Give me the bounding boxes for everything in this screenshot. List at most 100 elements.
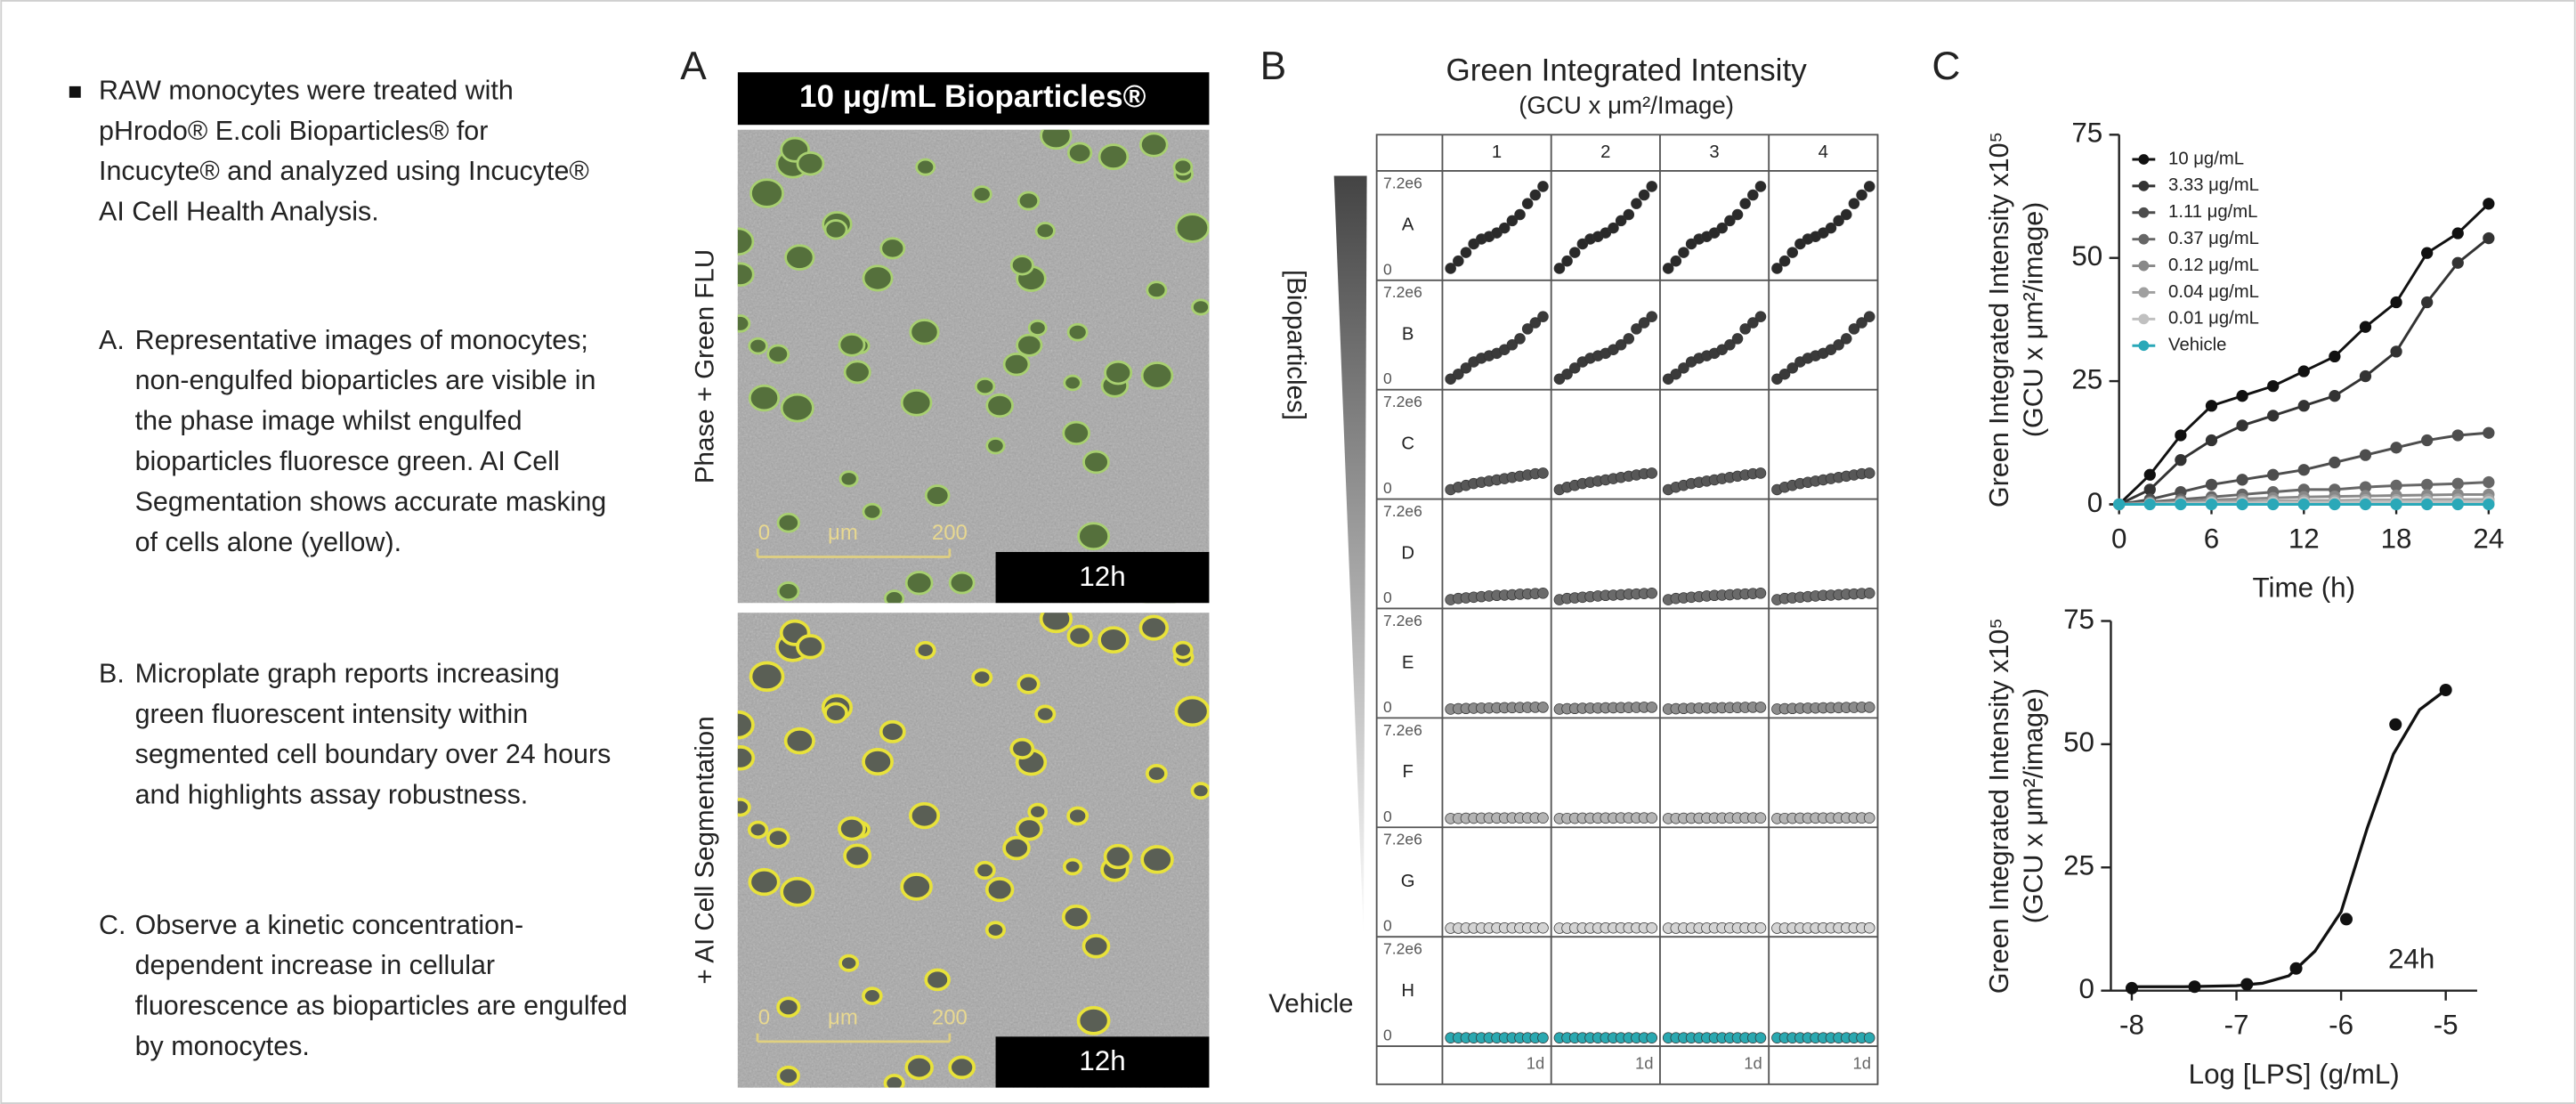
bullet-marker: B.: [99, 658, 125, 688]
well-point: [1530, 190, 1541, 200]
row-label: F: [1403, 762, 1414, 782]
cell: [1011, 256, 1033, 274]
row-label: D: [1401, 543, 1414, 563]
image-label: Phase + Green FLU: [691, 249, 720, 483]
legend-label: 0.37 μg/mL: [2168, 229, 2259, 248]
cell: [973, 187, 991, 202]
panel-letter: A: [680, 45, 707, 88]
well-point: [1864, 813, 1875, 824]
row-label: E: [1402, 653, 1414, 672]
well-point: [1647, 588, 1657, 598]
cell: [881, 239, 904, 258]
series-point: [2360, 321, 2371, 333]
cell: [926, 970, 949, 989]
data-point: [2240, 978, 2253, 990]
series-point: [2452, 227, 2464, 239]
series-point: [2483, 232, 2494, 244]
x-tick-label: 0: [2111, 523, 2126, 554]
well-point: [1755, 922, 1766, 933]
cell: [1064, 906, 1090, 928]
bullet-text: dependent increase in cellular: [135, 950, 495, 980]
series-point: [2390, 499, 2402, 510]
series-point: [2298, 400, 2310, 411]
time-label: 12h: [1079, 1045, 1125, 1076]
well-point: [1538, 922, 1549, 933]
series-point: [2452, 429, 2464, 441]
cell: [778, 514, 798, 532]
column-label: 3: [1709, 142, 1719, 162]
row-tick-label: 0: [1383, 369, 1392, 387]
well-point: [1515, 209, 1526, 220]
series-point: [2236, 419, 2248, 431]
series-point: [2267, 410, 2279, 421]
cell: [1068, 143, 1090, 163]
row-tick-label: 0: [1383, 260, 1392, 278]
axis-label: [Bioparticles]: [1282, 270, 1311, 420]
cell: [881, 722, 904, 742]
cell: [845, 361, 870, 383]
cell: [1004, 838, 1029, 859]
series-point: [2267, 380, 2279, 392]
cell: [782, 394, 813, 421]
cell: [1068, 627, 1090, 646]
legend-marker: [2138, 340, 2149, 351]
cell: [1041, 606, 1072, 632]
cell: [778, 582, 798, 599]
series-point: [2483, 499, 2494, 510]
cell: [1140, 134, 1167, 156]
cell: [749, 870, 778, 895]
cell: [917, 643, 935, 658]
series-point: [2452, 499, 2464, 510]
bullet-text: the phase image whilst engulfed: [135, 406, 522, 436]
x-tick-label: 24: [2473, 523, 2504, 554]
x-tick-label: -8: [2119, 1010, 2144, 1041]
scale-label: μm: [828, 521, 858, 545]
cell: [731, 800, 749, 816]
column-label: 1: [1492, 142, 1502, 162]
cell: [1068, 324, 1087, 340]
well-point: [1538, 813, 1549, 824]
cell: [926, 486, 949, 506]
row-tick-label: 7.2e6: [1383, 502, 1422, 520]
x-axis-title: Time (h): [2252, 572, 2355, 604]
series-point: [2267, 499, 2279, 510]
cell: [727, 264, 753, 286]
y-axis-title: Green Integrated Intensity x10⁵: [1984, 132, 2014, 507]
series-point: [2360, 370, 2371, 382]
well-point: [1779, 256, 1790, 266]
well-point: [1864, 468, 1875, 479]
cell: [825, 221, 847, 239]
legend-marker: [2138, 154, 2149, 165]
y-tick-label: 0: [2087, 487, 2102, 518]
y-tick-label: 50: [2071, 240, 2102, 272]
cell: [845, 845, 870, 866]
legend-label: 0.01 μg/mL: [2168, 309, 2259, 329]
bullet-text: fluorescence as bioparticles are engulfe…: [135, 991, 628, 1021]
series-point: [2175, 454, 2186, 466]
series-point: [2452, 257, 2464, 269]
bullet-text: by monocytes.: [135, 1031, 310, 1061]
series-point: [2421, 479, 2433, 491]
well-point: [1538, 312, 1549, 322]
cell: [976, 863, 994, 878]
bullet-text: of cells alone (yellow).: [135, 527, 401, 557]
row-tick-label: 7.2e6: [1383, 174, 1422, 191]
cell: [863, 266, 892, 290]
fit-curve: [2132, 690, 2446, 986]
cell: [1017, 818, 1041, 839]
cell: [950, 572, 974, 593]
x-tick-label: -7: [2224, 1010, 2249, 1041]
figure: RAW monocytes were treated withpHrodo® E…: [0, 0, 2576, 1104]
annotation: 24h: [2388, 944, 2434, 975]
well-point: [1755, 1033, 1766, 1043]
legend-marker: [2138, 313, 2149, 324]
bullet-text: segmented cell boundary over 24 hours: [135, 739, 612, 769]
series-point: [2329, 351, 2340, 362]
series-point: [2236, 390, 2248, 402]
series-point: [2421, 499, 2433, 510]
x-tick-label: -5: [2434, 1010, 2459, 1041]
cell: [1083, 936, 1108, 957]
bullet-text: bioparticles fluoresce green. AI Cell: [135, 446, 560, 476]
well-point: [1538, 182, 1549, 192]
cell: [1068, 808, 1087, 824]
